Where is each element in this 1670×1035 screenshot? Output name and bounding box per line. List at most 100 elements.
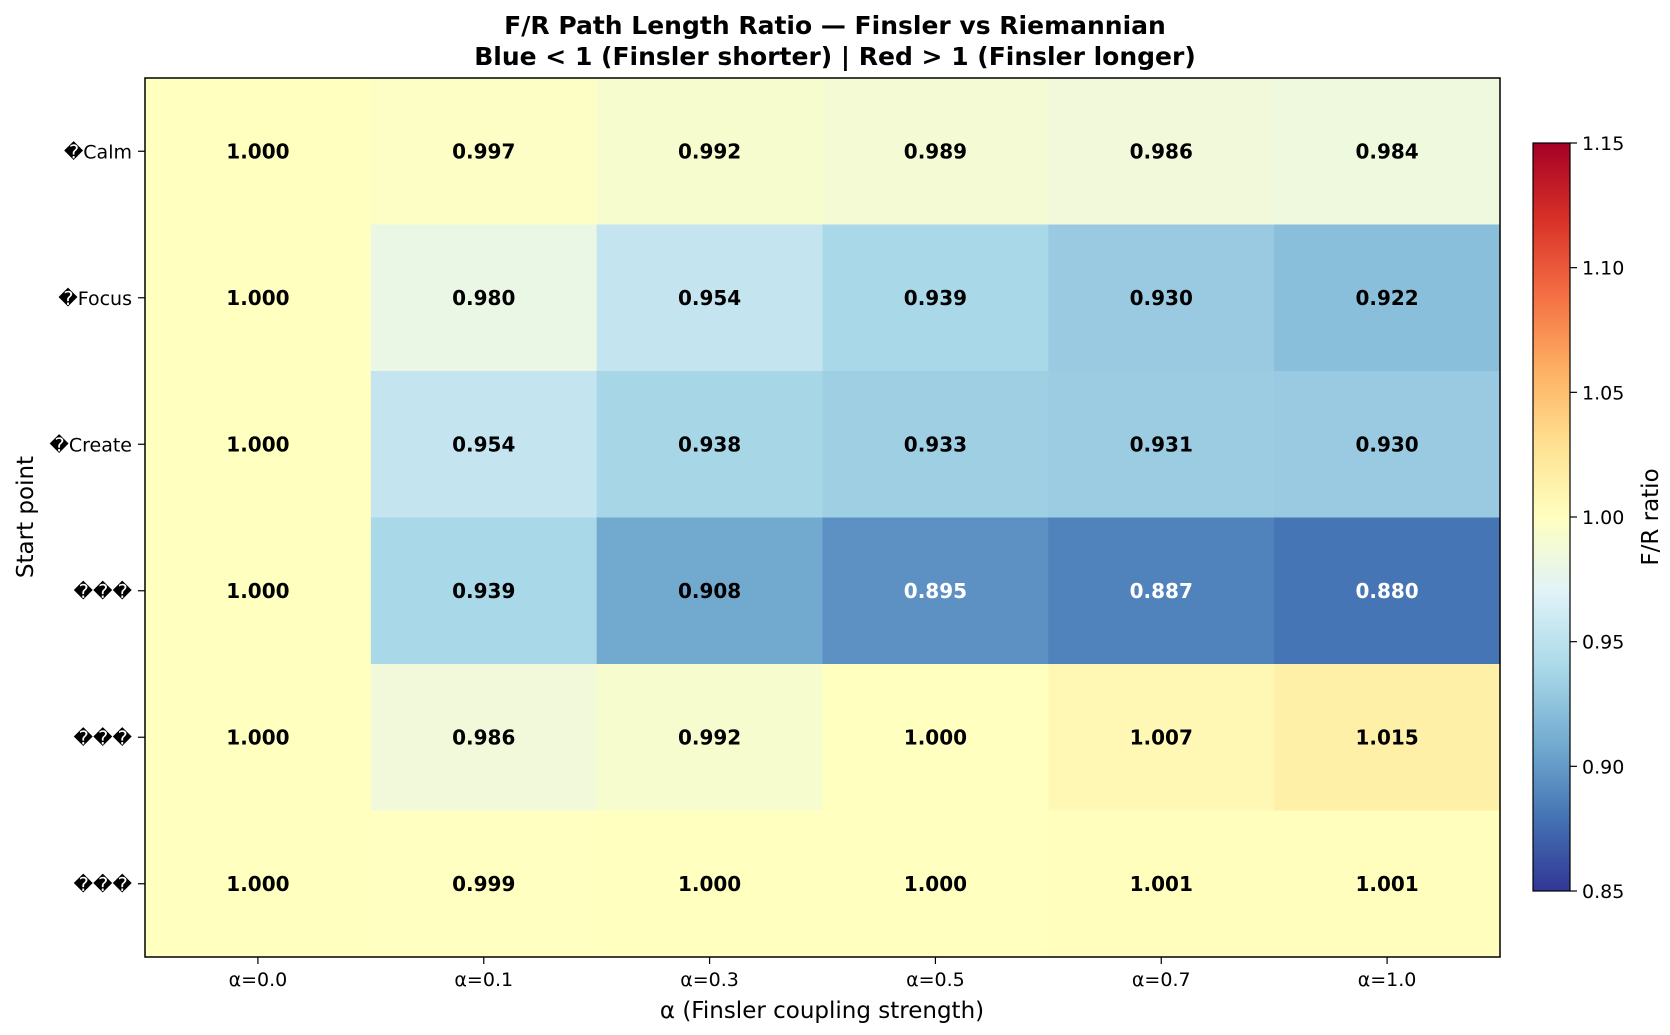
chart-subtitle: Blue < 1 (Finsler shorter) | Red > 1 (Fi… xyxy=(474,42,1196,71)
x-tick-label: α=0.3 xyxy=(680,969,739,991)
heatmap-cell xyxy=(370,371,598,518)
heatmap-cell xyxy=(370,664,598,811)
cell-value-label: 1.000 xyxy=(226,432,289,456)
x-tick-label: α=1.0 xyxy=(1358,969,1417,991)
heatmap-cell xyxy=(145,517,372,665)
y-tick-label: ��� xyxy=(74,726,133,749)
heatmap-cell xyxy=(1274,517,1501,665)
heatmap-cell xyxy=(145,224,372,372)
heatmap-cell xyxy=(822,78,1049,225)
heatmap-cell xyxy=(596,224,823,372)
cell-value-label: 0.922 xyxy=(1355,286,1418,310)
cell-value-label: 0.984 xyxy=(1355,139,1418,163)
heatmap-cell xyxy=(596,810,823,958)
y-tick-label: �Create xyxy=(49,433,132,456)
cell-value-label: 0.938 xyxy=(678,432,741,456)
cell-value-label: 1.001 xyxy=(1355,872,1418,896)
cell-value-label: 1.000 xyxy=(226,139,289,163)
x-axis-label: α (Finsler coupling strength) xyxy=(660,998,984,1024)
cell-value-label: 0.992 xyxy=(678,725,741,749)
cell-value-label: 0.933 xyxy=(904,432,967,456)
cell-value-label: 1.000 xyxy=(226,579,289,603)
x-tick-label: α=0.1 xyxy=(454,969,513,991)
heatmap-cell xyxy=(1048,371,1275,518)
cell-value-label: 0.887 xyxy=(1130,579,1193,603)
heatmap-cell xyxy=(1048,517,1275,665)
colorbar-tick-label: 1.10 xyxy=(1582,258,1624,280)
heatmap-cell xyxy=(370,224,598,372)
colorbar: 0.85 0.90 0.95 1.00 1.05 1.10 1.15 F/R ratio xyxy=(1532,133,1664,903)
heatmap-cell xyxy=(370,517,598,665)
cell-value-label: 1.001 xyxy=(1130,872,1193,896)
heatmap-cell xyxy=(1048,78,1275,225)
heatmap-cell xyxy=(1274,371,1501,518)
cell-value-label: 0.908 xyxy=(678,579,741,603)
colorbar-tick-label: 1.00 xyxy=(1582,507,1624,529)
cell-value-label: 0.954 xyxy=(452,432,515,456)
cell-value-label: 1.000 xyxy=(226,725,289,749)
y-tick-label: ��� xyxy=(74,580,133,603)
cell-value-label: 1.000 xyxy=(904,872,967,896)
y-axis-label: Start point xyxy=(13,456,39,578)
heatmap-cell xyxy=(1274,224,1501,372)
x-tick-label: α=0.5 xyxy=(906,969,965,991)
heatmap-cell xyxy=(370,810,598,958)
colorbar-tick-label: 0.90 xyxy=(1582,756,1624,778)
colorbar-gradient xyxy=(1532,142,1571,892)
cell-value-label: 0.931 xyxy=(1130,432,1193,456)
heatmap-cells xyxy=(145,78,1501,958)
heatmap-cell xyxy=(596,371,823,518)
cell-value-label: 1.000 xyxy=(678,872,741,896)
x-tick-label: α=0.7 xyxy=(1132,969,1191,991)
colorbar-tick-label: 0.95 xyxy=(1582,632,1624,654)
heatmap-cell xyxy=(145,664,372,811)
colorbar-tick-label: 0.85 xyxy=(1582,881,1624,903)
cell-value-label: 0.939 xyxy=(452,579,515,603)
heatmap-cell xyxy=(145,371,372,518)
heatmap-cell xyxy=(822,517,1049,665)
heatmap-cell xyxy=(145,78,372,225)
cell-value-label: 0.999 xyxy=(452,872,515,896)
colorbar-tick-label: 1.15 xyxy=(1582,133,1624,155)
cell-value-label: 0.930 xyxy=(1130,286,1193,310)
cell-value-label: 0.954 xyxy=(678,286,741,310)
x-axis-ticks: α=0.0 α=0.1 α=0.3 α=0.5 α=0.7 α=1.0 xyxy=(229,957,1417,991)
cell-value-label: 1.000 xyxy=(904,725,967,749)
heatmap-cell xyxy=(822,810,1049,958)
cell-value-label: 1.007 xyxy=(1130,725,1193,749)
heatmap-cell xyxy=(822,224,1049,372)
chart-title: F/R Path Length Ratio — Finsler vs Riema… xyxy=(504,11,1166,40)
heatmap-cell xyxy=(1048,224,1275,372)
heatmap-cell xyxy=(822,371,1049,518)
colorbar-ticks: 0.85 0.90 0.95 1.00 1.05 1.10 1.15 xyxy=(1570,133,1624,903)
y-axis-ticks: �Calm �Focus �Create ��� ��� ��� xyxy=(49,140,145,896)
cell-value-label: 0.939 xyxy=(904,286,967,310)
y-tick-label: ��� xyxy=(74,873,133,896)
heatmap-cell xyxy=(596,78,823,225)
cell-value-label: 1.000 xyxy=(226,286,289,310)
cell-value-label: 0.992 xyxy=(678,139,741,163)
cell-value-label: 0.997 xyxy=(452,139,515,163)
heatmap-cell xyxy=(145,810,372,958)
colorbar-label: F/R ratio xyxy=(1638,468,1664,565)
heatmap-cell xyxy=(596,664,823,811)
cell-value-label: 0.880 xyxy=(1355,579,1418,603)
heatmap-cell xyxy=(822,664,1049,811)
cell-value-label: 0.980 xyxy=(452,286,515,310)
heatmap-cell xyxy=(596,517,823,665)
heatmap-cell xyxy=(1274,78,1501,225)
heatmap-cell xyxy=(1274,664,1501,811)
cell-value-label: 1.000 xyxy=(226,872,289,896)
cell-value-label: 0.895 xyxy=(904,579,967,603)
cell-value-label: 1.015 xyxy=(1355,725,1418,749)
heatmap-cell xyxy=(1048,664,1275,811)
cell-value-label: 0.989 xyxy=(904,139,967,163)
y-tick-label: �Calm xyxy=(64,140,132,163)
cell-value-label: 0.986 xyxy=(452,725,515,749)
colorbar-tick-label: 1.05 xyxy=(1582,382,1624,404)
heatmap-cell xyxy=(370,78,598,225)
y-tick-label: �Focus xyxy=(58,287,132,310)
heatmap-cell xyxy=(1274,810,1501,958)
x-tick-label: α=0.0 xyxy=(229,969,288,991)
